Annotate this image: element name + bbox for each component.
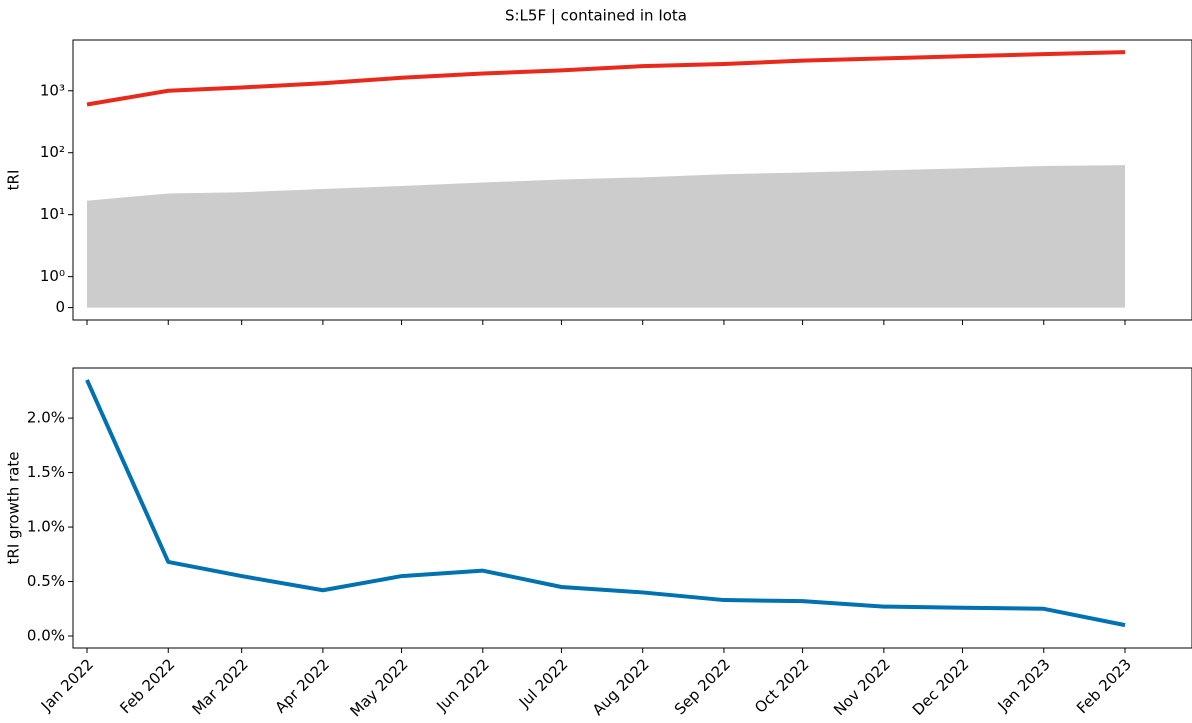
x-tick-label: Jan 2023 <box>994 655 1054 715</box>
line <box>85 379 1126 628</box>
y-axis-label: tRI <box>5 170 23 191</box>
x-tick-label: Aug 2022 <box>589 655 653 719</box>
line <box>86 50 1126 107</box>
x-tick-label: Mar 2022 <box>189 655 252 718</box>
y-tick-label: 2.0% <box>27 409 65 427</box>
plot-frame <box>72 367 1192 649</box>
y-tick-label: 0 <box>55 298 65 316</box>
chart-title: S:L5F | contained in Iota <box>505 7 687 25</box>
x-tick-label: Jun 2022 <box>432 655 492 715</box>
y-tick-label: 1.0% <box>27 518 65 536</box>
y-tick-label: 0.5% <box>27 572 65 590</box>
y-axis-label: tRI growth rate <box>5 452 23 565</box>
x-tick-label: Jul 2022 <box>515 655 572 712</box>
x-tick-label: Feb 2023 <box>1073 655 1135 717</box>
x-tick-label: Dec 2022 <box>909 655 973 719</box>
y-tick-label: 0.0% <box>27 627 65 645</box>
y-tick-label: 1.5% <box>27 463 65 481</box>
y-tick-label: 10⁰ <box>40 267 65 285</box>
y-tick-label: 10¹ <box>40 205 65 223</box>
x-tick-label: Sep 2022 <box>671 655 734 718</box>
x-tick-label: Apr 2022 <box>271 655 332 716</box>
x-tick-label: May 2022 <box>347 655 412 720</box>
plot-frame <box>72 39 1192 321</box>
area <box>87 165 1125 308</box>
x-tick-label: Nov 2022 <box>830 655 894 719</box>
x-tick-label: Oct 2022 <box>751 655 812 716</box>
x-tick-label: Feb 2022 <box>116 655 178 717</box>
y-tick-label: 10³ <box>40 81 65 99</box>
x-tick-label: Jan 2022 <box>37 655 97 715</box>
y-tick-label: 10² <box>40 143 65 161</box>
